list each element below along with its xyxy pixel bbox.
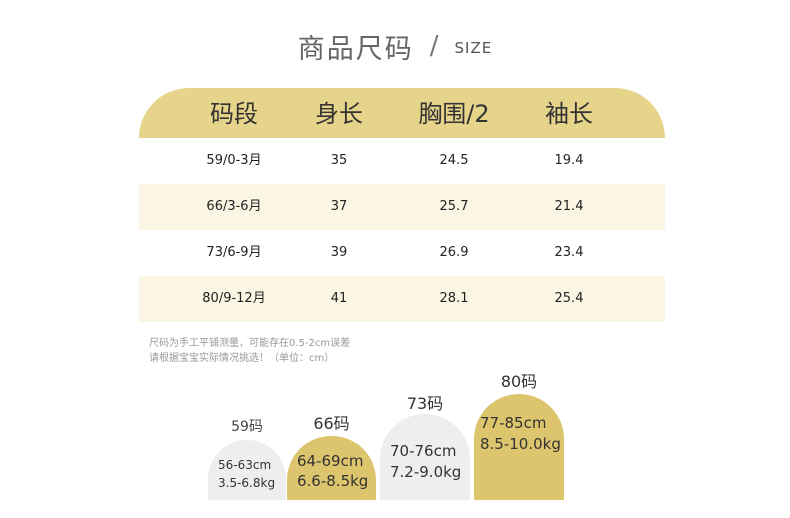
cell-size: 66/3-6月: [206, 199, 262, 214]
cell-size: 73/6-9月: [206, 245, 262, 260]
table-row: 73/6-9月 39 26.9 23.4: [139, 230, 665, 276]
cell-size: 80/9-12月: [202, 291, 266, 306]
cell-sleeve-length: 23.4: [554, 245, 584, 260]
cell-sleeve-length: 21.4: [554, 199, 584, 214]
header-half-chest: 胸围/2: [418, 100, 490, 128]
cell-body-length: 37: [330, 199, 348, 214]
size-card-80: 80码 77-85cm 8.5-10.0kg: [474, 368, 564, 500]
size-weight: 7.2-9.0kg: [390, 463, 462, 481]
size-weight: 8.5-10.0kg: [480, 435, 561, 453]
cell-body-length: 39: [330, 245, 348, 260]
table-header: 码段 身长 胸围/2 袖长: [139, 88, 665, 138]
title-chinese: 商品尺码: [297, 33, 414, 65]
table-body: 59/0-3月 35 24.5 19.4 66/3-6月 37 25.7 21.…: [139, 138, 665, 322]
cell-half-chest: 26.9: [439, 245, 469, 260]
size-arch: 64-69cm 6.6-8.5kg: [287, 436, 376, 500]
size-card-66: 66码 64-69cm 6.6-8.5kg: [287, 410, 376, 500]
size-height: 77-85cm: [480, 414, 547, 432]
cell-half-chest: 25.7: [439, 199, 469, 214]
size-height: 64-69cm: [297, 452, 364, 470]
size-weight: 6.6-8.5kg: [297, 472, 369, 490]
measurement-note: 尺码为手工平铺测量，可能存在0.5-2cm误差 请根据宝宝实际情况挑选！（单位：…: [149, 336, 449, 366]
size-label: 59码: [231, 419, 263, 435]
cell-half-chest: 24.5: [439, 153, 469, 168]
title-divider: /: [429, 31, 439, 61]
size-weight: 3.5-6.8kg: [218, 476, 276, 490]
header-size-range: 码段: [210, 100, 258, 128]
header-sleeve-length: 袖长: [545, 100, 593, 128]
size-arch: 70-76cm 7.2-9.0kg: [380, 414, 470, 500]
header-body-length: 身长: [315, 100, 363, 128]
cell-body-length: 35: [330, 153, 348, 168]
table-row: 66/3-6月 37 25.7 21.4: [139, 184, 665, 230]
size-arch: 77-85cm 8.5-10.0kg: [474, 394, 564, 500]
note-line: 请根据宝宝实际情况挑选！（单位：cm）: [149, 353, 335, 364]
size-card-59: 59码 56-63cm 3.5-6.8kg: [208, 416, 286, 500]
size-height: 70-76cm: [390, 442, 457, 460]
size-label: 80码: [500, 372, 538, 391]
size-label: 66码: [313, 414, 350, 433]
size-card-73: 73码 70-76cm 7.2-9.0kg: [380, 390, 470, 500]
cell-sleeve-length: 19.4: [554, 153, 584, 168]
size-table: 码段 身长 胸围/2 袖长 59/0-3月 35 24.5 19.4 66/3-…: [139, 88, 665, 322]
page-title: 商品尺码 / SIZE: [0, 26, 790, 66]
note-line: 尺码为手工平铺测量，可能存在0.5-2cm误差: [149, 338, 351, 349]
cell-body-length: 41: [330, 291, 348, 306]
cell-size: 59/0-3月: [206, 153, 262, 168]
title-english: SIZE: [454, 39, 493, 57]
table-row: 80/9-12月 41 28.1 25.4: [139, 276, 665, 322]
cell-sleeve-length: 25.4: [554, 291, 584, 306]
table-row: 59/0-3月 35 24.5 19.4: [139, 138, 665, 184]
cell-half-chest: 28.1: [439, 291, 469, 306]
size-height: 56-63cm: [218, 458, 272, 472]
size-arch: 56-63cm 3.5-6.8kg: [208, 440, 286, 500]
size-label: 73码: [406, 394, 444, 413]
